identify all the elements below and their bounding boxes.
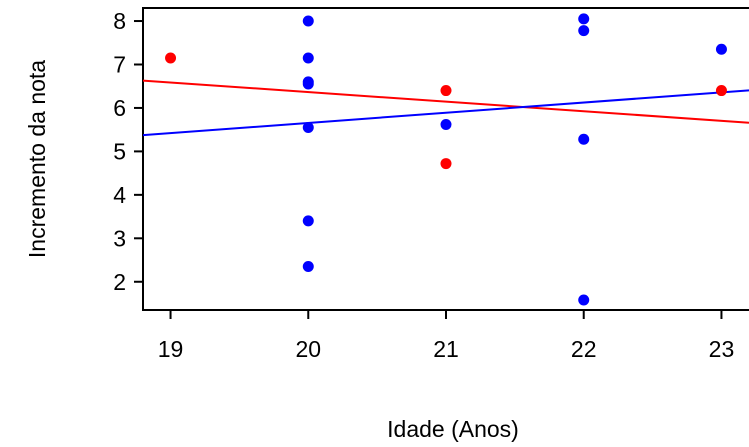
y-tick-label: 4 [113, 182, 126, 208]
x-tick-label: 19 [158, 336, 184, 362]
x-tick-label: 20 [295, 336, 321, 362]
data-point-series-2 [302, 121, 314, 133]
x-axis: 19 20 21 22 23 [158, 310, 735, 362]
y-tick-label: 8 [113, 8, 126, 34]
data-points [165, 13, 727, 306]
data-point-series-2 [302, 261, 314, 273]
trend-lines [143, 79, 749, 137]
y-axis-title: Incremento da nota [24, 60, 50, 258]
x-tick-label: 23 [709, 336, 735, 362]
y-tick-label: 2 [113, 269, 126, 295]
y-axis: 2 3 4 5 6 7 8 [113, 8, 143, 295]
trend-line-series-1 [143, 79, 749, 124]
data-point-series-2 [302, 52, 314, 64]
data-point-series-2 [578, 294, 590, 306]
data-point-series-1 [715, 85, 727, 97]
data-point-series-2 [440, 118, 452, 130]
x-tick-label: 21 [433, 336, 459, 362]
y-tick-label: 5 [113, 138, 126, 164]
data-point-series-2 [578, 13, 590, 25]
x-axis-title: Idade (Anos) [387, 416, 519, 442]
x-tick-label: 22 [571, 336, 597, 362]
data-point-series-1 [440, 85, 452, 97]
trend-line-series-2 [143, 89, 749, 137]
data-point-series-2 [302, 78, 314, 90]
y-tick-label: 3 [113, 225, 126, 251]
data-point-series-2 [302, 15, 314, 27]
y-tick-label: 7 [113, 51, 126, 77]
y-tick-label: 6 [113, 95, 126, 121]
data-point-series-1 [440, 158, 452, 170]
data-point-series-1 [165, 52, 177, 64]
data-point-series-2 [715, 43, 727, 55]
data-point-series-2 [302, 215, 314, 227]
data-point-series-2 [578, 133, 590, 145]
data-point-series-2 [578, 25, 590, 37]
